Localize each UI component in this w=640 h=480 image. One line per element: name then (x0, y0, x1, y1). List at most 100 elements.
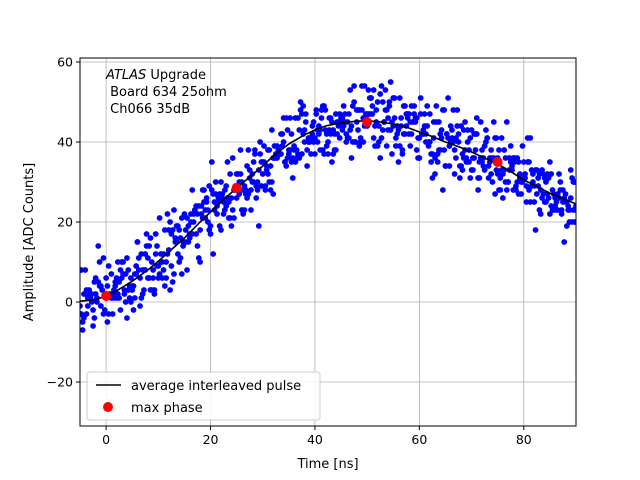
sample-point (413, 115, 420, 121)
sample-point (396, 95, 403, 101)
sample-point (345, 111, 352, 117)
sample-point (160, 267, 167, 273)
sample-point (128, 299, 134, 305)
sample-point (241, 207, 248, 213)
sample-point (466, 159, 472, 165)
legend: average interleaved pulse max phase (86, 371, 321, 421)
y-tick-label: −20 (47, 375, 73, 390)
sample-point (467, 175, 474, 181)
sample-point (80, 327, 86, 333)
sample-point (201, 187, 207, 193)
x-tick-label: 80 (516, 432, 532, 447)
sample-point (171, 207, 177, 213)
sample-point (105, 263, 112, 269)
sample-point (147, 235, 154, 241)
legend-marker-swatch (103, 402, 113, 412)
sample-point (288, 131, 295, 137)
sample-point (473, 115, 480, 121)
sample-point (426, 111, 433, 117)
sample-point (531, 199, 538, 205)
sample-point (259, 171, 266, 177)
sample-point (391, 95, 398, 101)
sample-point (500, 195, 506, 201)
sample-point (197, 227, 203, 233)
annotation-line-1: ATLAS Upgrade (105, 68, 206, 83)
sample-point (492, 191, 498, 197)
sample-point (370, 135, 377, 141)
sample-point (112, 283, 119, 289)
sample-point (255, 223, 262, 229)
sample-point (245, 147, 252, 153)
sample-point (152, 251, 159, 257)
sample-point (359, 107, 365, 113)
sample-point (329, 159, 335, 165)
sample-point (314, 139, 321, 145)
sample-point (345, 135, 352, 141)
sample-point (413, 147, 420, 153)
sample-point (237, 147, 244, 153)
sample-point (163, 259, 170, 265)
sample-point (122, 299, 129, 305)
sample-point (378, 83, 385, 89)
sample-point (313, 107, 320, 113)
sample-point (373, 107, 380, 113)
sample-point (389, 151, 395, 157)
sample-point (370, 87, 377, 93)
sample-point (522, 171, 528, 177)
sample-point (164, 211, 171, 217)
y-tick-label: 60 (57, 55, 73, 70)
sample-point (148, 259, 155, 265)
sample-point (302, 119, 309, 125)
sample-point (210, 251, 217, 257)
sample-point (386, 103, 393, 109)
sample-point (424, 103, 431, 109)
sample-point (454, 107, 461, 113)
sample-point (355, 127, 361, 133)
sample-point (214, 211, 220, 217)
sample-point (503, 119, 510, 125)
sample-point (432, 171, 438, 177)
sample-point (101, 307, 108, 313)
sample-point (301, 127, 308, 133)
sample-point (97, 303, 104, 309)
sample-point (208, 159, 215, 165)
sample-point (475, 187, 482, 193)
sample-point (163, 275, 170, 281)
sample-point (91, 315, 98, 321)
sample-point (407, 143, 414, 149)
sample-point (176, 227, 183, 233)
sample-point (194, 243, 201, 249)
sample-point (472, 147, 479, 153)
sample-point (254, 187, 261, 193)
sample-point (322, 107, 329, 113)
sample-point (573, 207, 576, 213)
sample-point (104, 283, 111, 289)
sample-point (224, 159, 231, 165)
sample-point (484, 135, 491, 141)
sample-point (103, 275, 110, 281)
sample-point (171, 271, 177, 277)
sample-point (104, 319, 111, 325)
sample-point (391, 115, 398, 121)
sample-point (150, 275, 156, 281)
sample-point (190, 219, 197, 225)
sample-point (497, 187, 504, 193)
sample-point (161, 283, 168, 289)
sample-point (96, 259, 103, 265)
sample-point (546, 159, 553, 165)
sample-point (503, 187, 510, 193)
sample-point (453, 155, 459, 161)
sample-point (340, 103, 347, 109)
sample-point (402, 103, 408, 109)
sample-point (156, 215, 163, 221)
sample-point (515, 159, 522, 165)
sample-point (117, 307, 124, 313)
sample-point (268, 127, 275, 133)
sample-point (150, 267, 156, 273)
sample-point (207, 231, 214, 237)
sample-point (545, 195, 552, 201)
sample-point (571, 179, 576, 185)
sample-point (82, 267, 89, 273)
sample-point (421, 111, 428, 117)
sample-point (501, 147, 508, 153)
